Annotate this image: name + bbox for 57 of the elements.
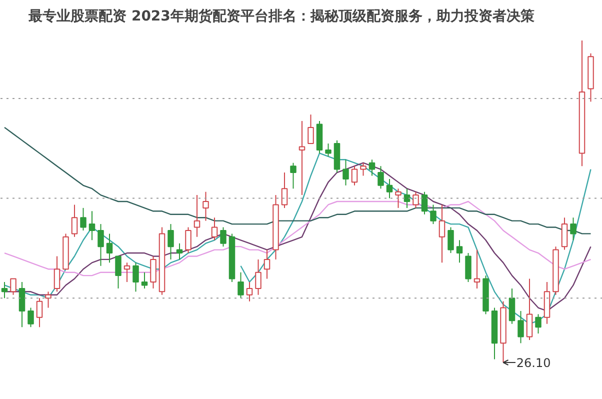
candlestick (264, 249, 270, 280)
candlestick (456, 240, 463, 264)
candlestick (465, 252, 472, 282)
candlestick (378, 166, 384, 190)
candlestick (141, 272, 148, 289)
candlestick (246, 282, 253, 302)
candlestick (448, 226, 454, 254)
candlestick (115, 256, 122, 289)
candlestick (386, 178, 393, 199)
candlestick (342, 159, 349, 186)
candlestick (518, 310, 524, 344)
candlestick (88, 210, 96, 241)
candlestick (10, 278, 16, 296)
candlestick (45, 291, 52, 308)
candlestick (238, 272, 244, 299)
candlestick (395, 188, 402, 208)
candlestick (98, 224, 104, 266)
candlestick (220, 226, 226, 248)
candlestick (308, 114, 314, 144)
candlestick (535, 314, 542, 334)
candlestick (298, 120, 306, 196)
candlestick (404, 188, 410, 208)
candlestick (561, 217, 568, 250)
candlestick (281, 172, 288, 208)
candlestick (1, 282, 8, 299)
candlestick (474, 249, 480, 289)
candlestick (211, 217, 218, 241)
candlestick (526, 278, 533, 340)
candlestick (570, 217, 576, 241)
candlestick (150, 256, 156, 289)
candlestick (438, 204, 446, 264)
candlestick (351, 166, 358, 186)
annotation: 26.10 (516, 356, 551, 370)
candlestick (185, 226, 192, 254)
candlestick (325, 143, 332, 157)
chart-title: 最专业股票配资 2023年期货配资平台排名：揭秘顶级配资服务，助力投资者决策 (28, 8, 536, 24)
candlestick (255, 258, 262, 296)
candlestick (18, 282, 26, 328)
candlestick (28, 307, 34, 328)
candlestick (132, 262, 139, 292)
candlestick (124, 262, 130, 282)
candlestick (368, 159, 376, 176)
candlestick (290, 162, 296, 190)
candlestick (508, 288, 516, 324)
candlestick (71, 204, 78, 238)
candlestick (54, 256, 60, 292)
candlestick (80, 207, 86, 231)
candlestick (430, 204, 436, 225)
candlestick (36, 298, 43, 328)
candlestick (412, 191, 419, 208)
candlestick (202, 191, 209, 222)
candlestick (168, 224, 174, 260)
candlestick (360, 162, 366, 176)
candlestick (194, 194, 200, 238)
candlestick (421, 191, 428, 215)
candlestick (106, 233, 113, 264)
candlestick (176, 242, 183, 260)
